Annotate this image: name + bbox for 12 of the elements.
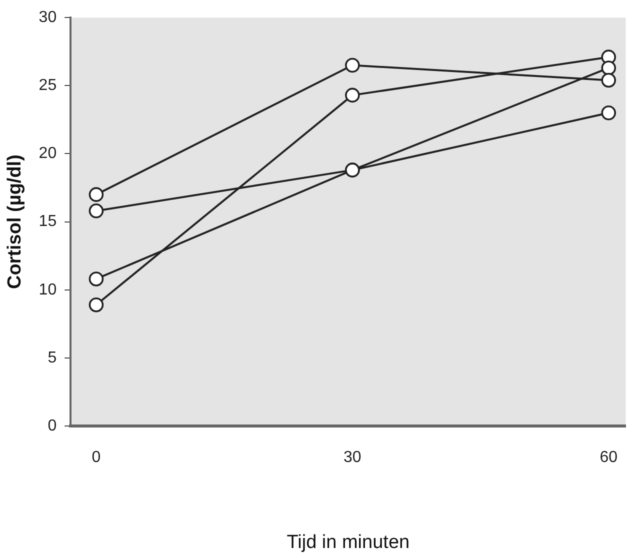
x-tick-label: 0 [92,449,101,466]
x-tick-label: 30 [344,449,362,466]
y-tick-label: 0 [48,417,57,434]
y-tick-label: 15 [38,213,57,230]
y-tick-label: 30 [38,9,57,26]
y-tick-label: 25 [38,77,57,94]
y-axis-title: Cortisol (µg/dl) [4,154,26,290]
y-tick-label: 10 [38,281,57,298]
y-tick-label: 5 [48,349,57,366]
y-tick-label: 20 [38,145,57,162]
x-axis-title: Tijd in minuten [286,532,410,553]
x-tick-label: 60 [600,449,618,466]
